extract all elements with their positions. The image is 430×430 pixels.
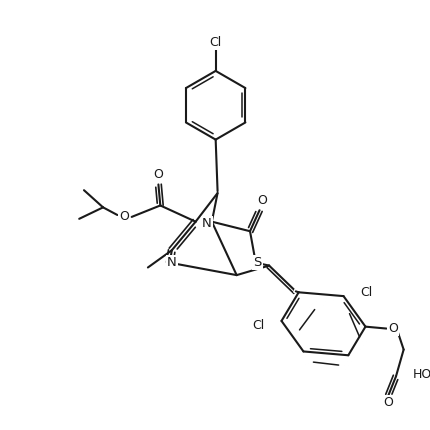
Text: HO: HO <box>412 368 430 381</box>
Text: N: N <box>166 256 176 269</box>
Text: O: O <box>387 322 397 335</box>
Text: Cl: Cl <box>209 36 221 49</box>
Text: O: O <box>153 169 163 181</box>
Text: Cl: Cl <box>360 286 372 299</box>
Text: O: O <box>257 194 267 207</box>
Text: O: O <box>119 210 129 224</box>
Text: Cl: Cl <box>252 319 264 332</box>
Text: N: N <box>202 217 212 230</box>
Text: O: O <box>383 396 393 409</box>
Text: S: S <box>253 256 261 269</box>
